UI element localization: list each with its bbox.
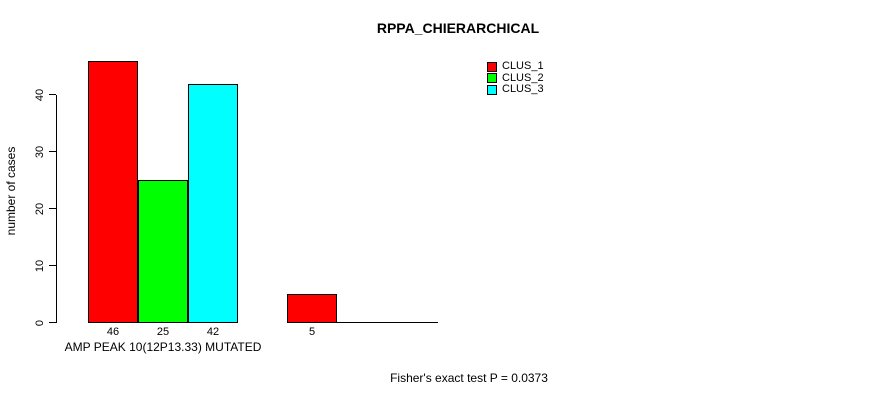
legend-label-clus-1: CLUS_1 — [502, 60, 544, 73]
bar-clus-1-group1 — [88, 61, 138, 323]
zero-bar-clus-2-group2 — [337, 322, 388, 323]
bar-value-label: 46 — [106, 326, 120, 338]
y-tick-label: 0 — [34, 319, 46, 327]
y-axis-tick — [49, 322, 56, 323]
zero-bar-clus-3-group2 — [387, 322, 438, 323]
bar-clus-2-group1 — [138, 180, 188, 323]
legend-label-clus-3: CLUS_3 — [502, 83, 544, 96]
legend-item-clus-1: CLUS_1 — [487, 61, 544, 73]
y-axis-tick — [49, 151, 56, 152]
y-tick-label: 30 — [34, 145, 46, 159]
y-axis-tick — [49, 208, 56, 209]
bar-value-label: 5 — [308, 326, 316, 338]
y-axis-tick — [49, 265, 56, 266]
legend-swatch-clus-1 — [487, 61, 497, 72]
chart-title: RPPA_CHIERARCHICAL — [376, 20, 540, 36]
legend-swatch-clus-3 — [487, 84, 497, 95]
footnote-pvalue: Fisher's exact test P = 0.0373 — [390, 371, 548, 385]
x-axis-category-label: AMP PEAK 10(12P13.33) MUTATED — [64, 340, 262, 354]
y-axis-tick — [49, 94, 56, 95]
y-tick-label: 40 — [34, 88, 46, 102]
bar-value-label: 42 — [206, 326, 220, 338]
legend-item-clus-2: CLUS_2 — [487, 71, 544, 85]
bar-clus-3-group1 — [188, 84, 238, 323]
y-tick-label: 20 — [34, 202, 46, 216]
legend-item-clus-3: CLUS_3 — [487, 84, 544, 96]
legend-label-clus-2: CLUS_2 — [502, 71, 544, 84]
y-axis-line — [56, 95, 57, 323]
bar-value-label: 25 — [156, 326, 170, 338]
legend: CLUS_1 CLUS_2 CLUS_3 — [487, 61, 544, 96]
legend-swatch-clus-2 — [487, 73, 497, 84]
y-tick-label: 10 — [34, 259, 46, 273]
bar-clus-1-group2 — [287, 294, 337, 323]
